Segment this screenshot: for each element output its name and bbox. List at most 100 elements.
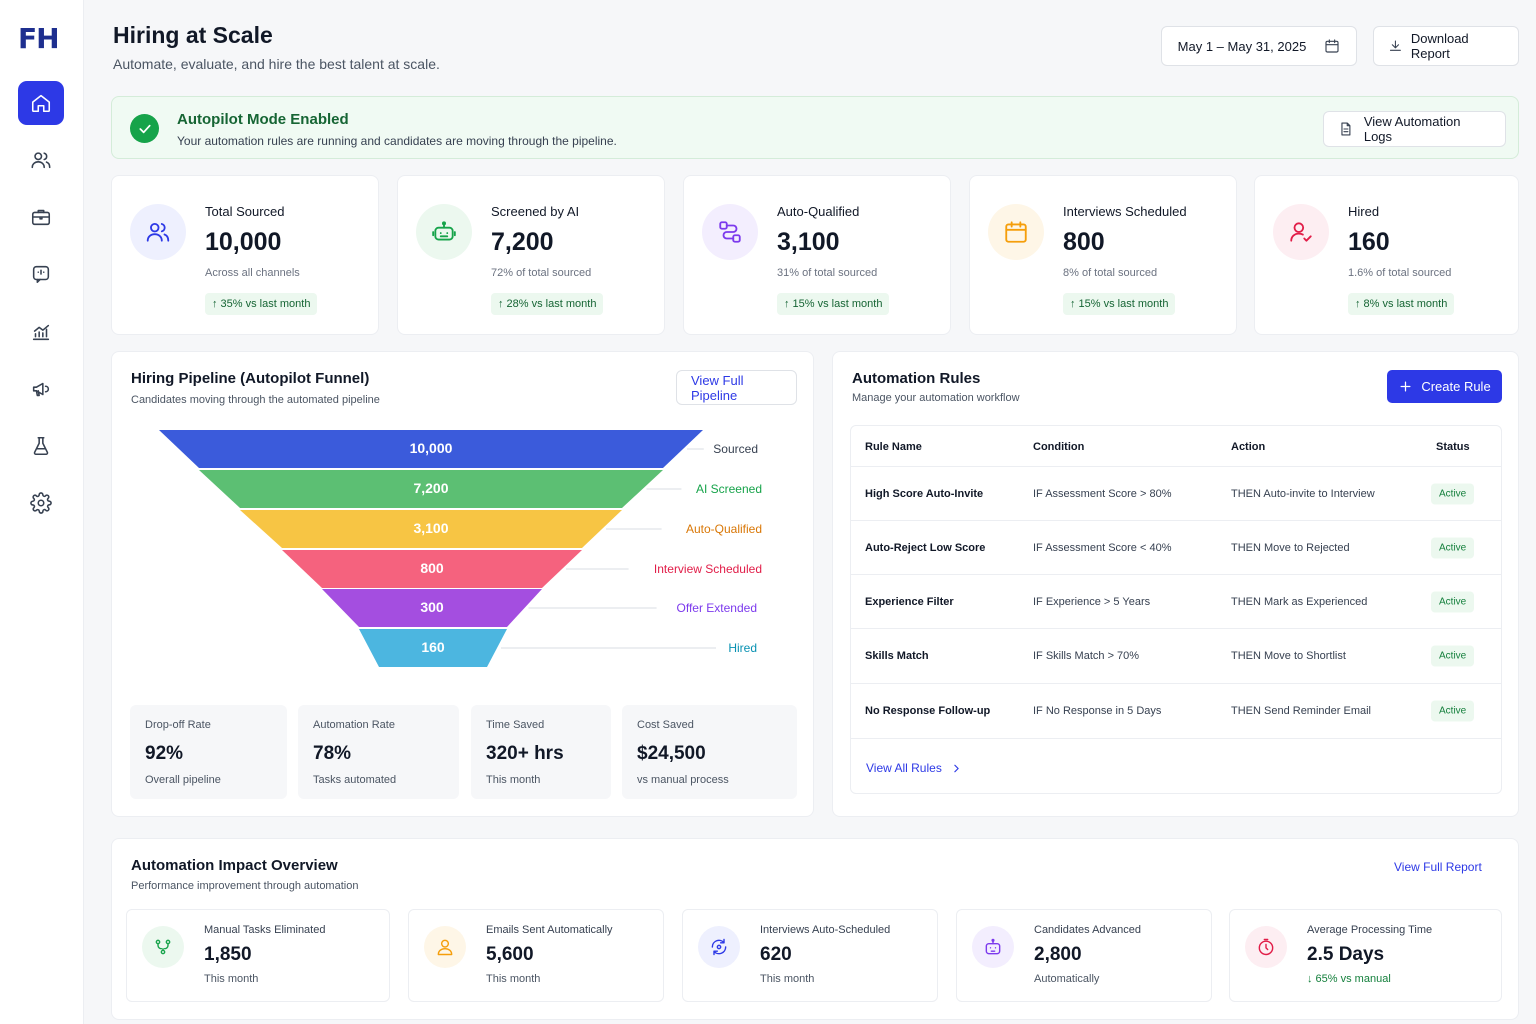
calendar-icon [1005,221,1027,243]
rules-title: Automation Rules [852,370,981,387]
impact-label: Interviews Auto-Scheduled [760,924,891,936]
table-row[interactable]: Skills Match IF Skills Match > 70% THEN Mo… [851,628,1501,683]
rule-name: High Score Auto-Invite [865,487,984,500]
metric-subtext: vs manual process [637,774,729,786]
funnel-value: 300 [420,599,444,615]
view-automation-logs-button[interactable]: View Automation Logs [1323,111,1506,147]
stat-card[interactable]: Interviews Scheduled 800 8% of total sourc… [969,175,1237,335]
nav-home[interactable] [18,81,64,125]
funnel-segment-0[interactable] [159,430,703,468]
table-row[interactable]: High Score Auto-Invite IF Assessment Scor… [851,466,1501,520]
stat-trend-badge: ↑ 35% vs last month [205,293,318,315]
impact-label: Average Processing Time [1307,924,1433,936]
rule-action: THEN Move to Rejected [1231,541,1350,554]
impact-label: Candidates Advanced [1034,924,1142,936]
funnel-segment-2[interactable] [240,510,622,548]
pipeline-metric: Cost Saved $24,500 vs manual process [622,705,797,799]
create-rule-button[interactable]: Create Rule [1387,370,1502,403]
robot-icon [432,221,456,241]
nav-settings[interactable] [18,481,64,525]
calendar-icon [1325,39,1339,53]
stat-card[interactable]: Screened by AI 7,200 72% of total sourced ↑… [397,175,665,335]
stat-label: Screened by AI [491,204,580,219]
col-status: Status [1436,441,1470,453]
funnel-segment-3[interactable] [282,550,582,588]
funnel-segment-1[interactable] [199,470,663,508]
rule-name: Auto-Reject Low Score [865,541,986,554]
impact-card[interactable]: Interviews Auto-Scheduled 620 This month [682,909,938,1002]
stat-value: 800 [1063,228,1105,256]
funnel-stage-label: Offer Extended [676,601,758,615]
table-row[interactable]: No Response Follow-up IF No Response in 5… [851,683,1501,738]
pipeline-subtitle: Candidates moving through the automated … [131,394,380,406]
table-row[interactable]: Auto-Reject Low Score IF Assessment Score… [851,520,1501,574]
nav-analytics[interactable] [18,310,64,354]
impact-card[interactable]: Average Processing Time 2.5 Days ↓ 65% vs … [1229,909,1502,1002]
view-all-rules-link[interactable]: View All Rules [866,761,963,775]
metric-value: $24,500 [637,743,706,764]
metric-label: Drop-off Rate [145,719,211,731]
impact-title: Automation Impact Overview [131,857,338,874]
date-range-label: May 1 – May 31, 2025 [1177,38,1307,54]
rule-name: Skills Match [865,650,929,662]
impact-value: 5,600 [486,944,534,965]
stat-subtext: 1.6% of total sourced [1348,267,1452,279]
automation-rules-panel: Automation Rules Manage your automation … [832,351,1519,817]
table-row[interactable]: Experience Filter IF Experience > 5 Years… [851,574,1501,628]
autopilot-banner: Autopilot Mode Enabled Your automation r… [111,96,1519,159]
funnel-svg [159,430,716,667]
funnel-value: 10,000 [409,440,453,456]
status-badge: Active [1431,591,1475,612]
impact-icon-wrap [698,926,740,968]
rule-action: THEN Send Reminder Email [1231,705,1371,717]
impact-subtext: This month [204,973,259,985]
metric-label: Cost Saved [637,719,694,731]
stat-value: 7,200 [491,228,554,256]
impact-card[interactable]: Emails Sent Automatically 5,600 This month [408,909,664,1002]
download-report-button[interactable]: Download Report [1373,26,1519,66]
impact-subtext: Automatically [1034,973,1100,985]
user-check-icon [1290,222,1312,242]
metric-subtext: Overall pipeline [145,774,221,786]
chevron-right-icon [954,764,959,772]
status-badge: Active [1431,483,1475,504]
funnel-segment-5[interactable] [359,629,507,667]
date-range-picker[interactable]: May 1 – May 31, 2025 [1161,26,1357,66]
stat-card[interactable]: Auto-Qualified 3,100 31% of total sourced ↑… [683,175,951,335]
home-icon [31,94,51,113]
impact-panel: Automation Impact Overview Performance i… [111,838,1519,1020]
view-full-report-link[interactable]: View Full Report [1394,860,1482,874]
rule-action: THEN Mark as Experienced [1231,595,1368,608]
impact-value: 2.5 Days [1307,944,1385,965]
impact-value: 2,800 [1034,944,1082,965]
rule-condition: IF Assessment Score > 80% [1033,487,1172,500]
stat-card[interactable]: Hired 160 1.6% of total sourced ↑ 8% vs las… [1254,175,1519,335]
impact-card[interactable]: Candidates Advanced 2,800 Automatically [956,909,1212,1002]
funnel-value: 7,200 [413,480,449,496]
stat-subtext: 31% of total sourced [777,267,878,279]
funnel-value: 800 [420,560,444,576]
nav-assessments[interactable] [18,252,64,296]
nav-campaigns[interactable] [18,367,64,411]
pipeline-panel: Hiring Pipeline (Autopilot Funnel) Candi… [111,351,814,817]
brand-logo[interactable]: FH [18,22,60,55]
impact-subtitle: Performance improvement through automati… [131,880,359,892]
impact-card[interactable]: Manual Tasks Eliminated 1,850 This month [126,909,390,1002]
nav-candidates[interactable] [18,138,64,182]
funnel-stage-label: Interview Scheduled [653,562,762,576]
rules-subtitle: Manage your automation workflow [852,392,1020,404]
funnel-segment-4[interactable] [322,589,542,627]
stat-icon-wrap [702,204,758,260]
status-badge: Active [1431,700,1475,722]
metric-value: 92% [145,743,184,764]
nav-experiments[interactable] [18,424,64,468]
workflow-icon [719,221,741,243]
impact-icon-wrap [424,926,466,968]
flask-icon [33,436,49,456]
banner-title: Autopilot Mode Enabled [177,111,349,128]
metric-value: 320+ hrs [486,743,564,764]
view-full-pipeline-button[interactable]: View Full Pipeline [676,370,797,405]
stat-card[interactable]: Total Sourced 10,000 Across all channels ↑ … [111,175,379,335]
impact-label: Manual Tasks Eliminated [204,924,326,936]
nav-jobs[interactable] [18,195,64,239]
